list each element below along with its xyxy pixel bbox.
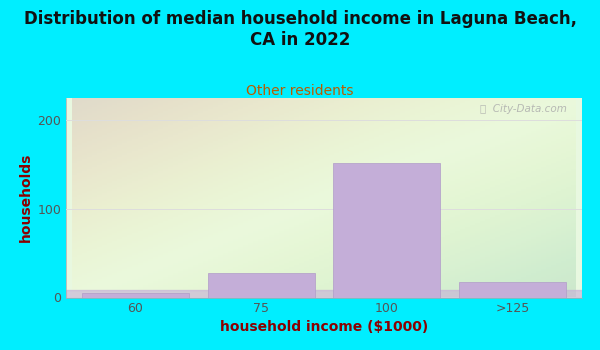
Text: ⓘ  City-Data.com: ⓘ City-Data.com bbox=[479, 104, 566, 114]
Bar bbox=[334, 163, 440, 298]
Bar bbox=[82, 293, 189, 298]
Bar bbox=[66, 290, 582, 298]
Bar bbox=[208, 273, 314, 298]
Bar bbox=[459, 281, 566, 298]
X-axis label: household income ($1000): household income ($1000) bbox=[220, 320, 428, 334]
Y-axis label: households: households bbox=[19, 153, 33, 243]
Text: Distribution of median household income in Laguna Beach,
CA in 2022: Distribution of median household income … bbox=[23, 10, 577, 49]
Text: Other residents: Other residents bbox=[246, 84, 354, 98]
